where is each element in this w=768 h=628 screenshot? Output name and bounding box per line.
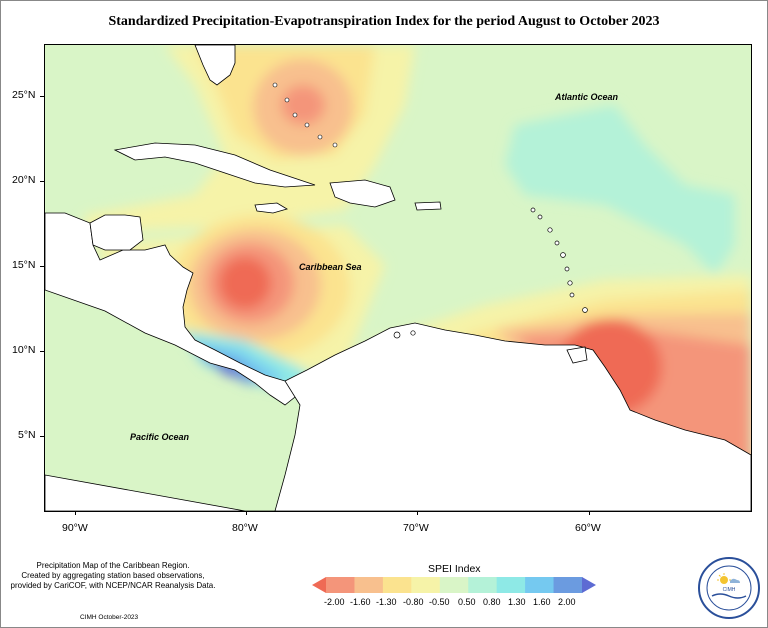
legend-swatch [411,577,441,593]
legend-swatch [312,577,326,593]
land-jamaica [254,202,288,214]
legend-swatch [553,577,583,593]
legend-tick: 0.80 [483,597,501,607]
lon-tick-80w: 80°W [232,522,258,534]
caption-line-3: provided by CariCOF, with NCEP/NCAR Rean… [10,581,216,590]
legend-swatch [354,577,384,593]
label-atlantic-ocean: Atlantic Ocean [555,92,619,102]
legend-tick: 0.50 [458,597,476,607]
legend-tick: 1.60 [533,597,551,607]
cimh-logo: CIMH [698,557,760,619]
land-puerto-rico [414,201,442,211]
landmasses [45,45,751,511]
lesser-antilles [393,207,588,339]
lat-tick-10n: 10°N [12,344,36,356]
legend-swatch [382,577,412,593]
logo-text: CIMH [723,587,736,593]
legend-tick: -1.60 [350,597,371,607]
land-south-america [45,322,751,511]
map-caption: Precipitation Map of the Caribbean Regio… [8,561,218,591]
zone-extreme-dry-west [219,257,271,309]
zone-wet-atlantic [505,105,735,275]
caption-line-2: Created by aggregating station based obs… [21,571,205,580]
legend-swatch [468,577,498,593]
legend-colorbar [312,577,596,593]
legend-tick: 2.00 [558,597,576,607]
land-cuba [113,142,316,188]
legend-tick: -2.00 [324,597,345,607]
land-hispaniola [329,179,396,208]
land-florida [194,45,236,86]
land-trinidad [566,346,588,364]
label-pacific-ocean: Pacific Ocean [130,432,190,442]
lat-tick-25n: 25°N [12,89,36,101]
land-yucatan [89,214,144,251]
lat-tick-20n: 20°N [12,174,36,186]
lon-tick-70w: 70°W [403,522,429,534]
lat-tick-15n: 15°N [12,259,36,271]
zone-very-dry-bahamas [281,85,325,125]
label-caribbean-sea: Caribbean Sea [299,262,362,272]
legend-tick: -0.50 [429,597,450,607]
legend-swatch [439,577,469,593]
map-canvas [45,45,751,511]
legend-title: SPEI Index [428,563,481,575]
legend-swatch [496,577,526,593]
legend-tick: 1.30 [508,597,526,607]
map-title: Standardized Precipitation-Evapotranspir… [108,14,660,29]
bahamas [272,82,338,148]
lon-tick-60w: 60°W [575,522,601,534]
legend-tick: -1.30 [376,597,397,607]
legend-tick: -0.80 [403,597,424,607]
map-credit: CIMH October-2023 [80,614,139,621]
legend-swatch [326,577,355,593]
legend-swatch [525,577,555,593]
lon-tick-90w: 90°W [62,522,88,534]
legend-swatch [582,577,596,593]
caption-line-1: Precipitation Map of the Caribbean Regio… [36,561,190,570]
spei-map: Atlantic Ocean Caribbean Sea Pacific Oce… [44,44,752,512]
lat-tick-5n: 5°N [18,429,36,441]
